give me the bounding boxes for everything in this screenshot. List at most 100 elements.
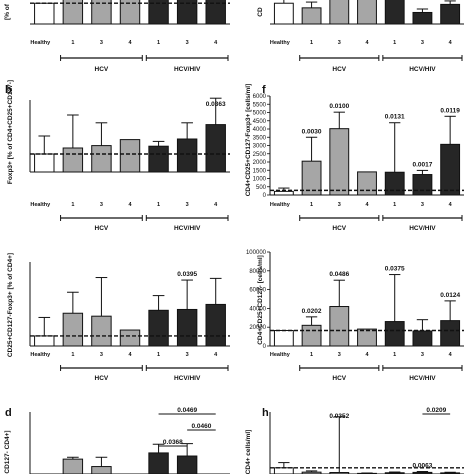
y-tick-label: 0 — [263, 193, 267, 199]
category-label: 1 — [157, 40, 160, 46]
y-axis-label: [% of — [4, 3, 11, 20]
bar — [119, 0, 141, 25]
chart-panel-0: [% of — [4, 0, 230, 25]
bar — [384, 171, 405, 196]
bar — [205, 124, 226, 173]
p-value-label: 0.0486 — [329, 271, 349, 278]
category-label: 4 — [128, 352, 132, 358]
bar — [357, 171, 377, 196]
chart-panel-6: 0.0469 0.0460 0.0368 CD127- CD4+] d — [4, 407, 230, 474]
bar — [412, 330, 433, 347]
category-label: 1 — [310, 40, 313, 46]
bar — [148, 0, 169, 25]
bar — [148, 452, 169, 474]
category-label: 4 — [449, 202, 453, 208]
category-label: 4 — [214, 352, 218, 358]
group-label: HCV — [332, 225, 346, 232]
category-label: 1 — [393, 40, 396, 46]
group-label: HCV — [332, 66, 346, 73]
bar — [176, 138, 198, 173]
bar — [357, 328, 377, 347]
y-axis-label: CD4+CD25+CD127-Foxp3+ [cells/ml] — [245, 84, 252, 197]
bar — [301, 7, 322, 25]
category-label: 4 — [214, 202, 218, 208]
category-label: 1 — [310, 352, 313, 358]
category-label: 4 — [449, 40, 453, 46]
chart-panel-2: 0.0363 Foxp3+ [% of CD4+CD25+CD127-]b — [5, 80, 230, 184]
category-axis-1: Healthy 1 3 4 1 3 4 HCV HCV/HIV — [270, 40, 463, 73]
group-label: HCV — [95, 66, 109, 73]
category-axis-3: Healthy 1 3 4 1 3 4 HCV HCV/HIV — [270, 202, 463, 232]
y-tick-label: 80000 — [249, 269, 266, 275]
bar — [273, 467, 294, 474]
category-label: 3 — [338, 40, 341, 46]
category-label: Healthy — [270, 40, 291, 46]
bar — [440, 3, 461, 25]
category-label: 3 — [100, 40, 103, 46]
category-label: 4 — [449, 352, 453, 358]
group-label: HCV/HIV — [409, 225, 436, 232]
p-value-label: 0.0030 — [302, 128, 322, 135]
bar — [412, 174, 433, 196]
category-label: 1 — [310, 202, 313, 208]
bar — [329, 0, 350, 25]
chart-panel-1: CD — [257, 0, 464, 25]
bar — [384, 321, 405, 347]
p-value-label: 0.0063 — [412, 463, 432, 470]
y-tick-label: 4000 — [253, 127, 267, 133]
category-label: 3 — [421, 40, 424, 46]
y-tick-label: 60000 — [249, 288, 266, 294]
group-label: HCV/HIV — [174, 375, 201, 382]
category-label: 3 — [338, 352, 341, 358]
category-label: Healthy — [30, 202, 51, 208]
y-tick-label: 100000 — [246, 250, 267, 256]
bracket-p-value: 0.0460 — [191, 423, 211, 430]
category-label: 3 — [186, 202, 189, 208]
category-axis-2: Healthy 1 3 4 1 3 4 HCV HCV/HIV — [30, 202, 229, 232]
category-label: 3 — [186, 40, 189, 46]
category-label: Healthy — [270, 352, 291, 358]
bracket-p-value: 0.0368 — [163, 439, 183, 446]
category-label: Healthy — [30, 40, 51, 46]
category-label: 3 — [338, 202, 341, 208]
bar — [119, 329, 141, 347]
y-axis-label: CD4+ cells/ml] — [245, 430, 252, 474]
p-value-label: 0.0375 — [385, 266, 405, 273]
y-tick-label: 5000 — [253, 111, 267, 117]
y-axis-label: Foxp3+ [% of CD4+CD25+CD127-] — [7, 80, 14, 184]
category-axis-4: Healthy 1 3 4 1 3 4 HCV HCV/HIV — [30, 352, 229, 382]
bar — [34, 335, 55, 347]
y-axis-label: CD25+CD127-Foxp3+ [% of CD4+] — [7, 253, 14, 357]
bracket-p-value: 0.0209 — [426, 407, 446, 414]
bracket-p-value: 0.0469 — [177, 407, 197, 414]
panel-label: h — [262, 407, 269, 419]
category-label: 1 — [71, 202, 74, 208]
chart-panel-5: 0 20000 40000 60000 80000 100000 0.0202 0.0486 0… — [246, 250, 464, 350]
category-label: 3 — [100, 352, 103, 358]
y-tick-label: 20000 — [249, 325, 266, 331]
bar — [62, 0, 84, 25]
y-tick-label: 3000 — [253, 144, 267, 150]
group-label: HCV/HIV — [174, 225, 201, 232]
p-value-label: 0.0363 — [206, 101, 226, 108]
group-label: HCV/HIV — [174, 66, 201, 73]
bar — [148, 145, 169, 173]
y-axis-label: CD — [257, 7, 264, 17]
bar — [34, 2, 55, 25]
y-tick-label: 4500 — [253, 119, 267, 125]
bar — [273, 2, 294, 25]
bar — [357, 0, 377, 25]
group-label: HCV — [95, 225, 109, 232]
y-tick-label: 40000 — [249, 306, 266, 312]
y-tick-label: 0 — [263, 344, 267, 350]
bar — [205, 0, 226, 25]
p-value-label: 0.0124 — [440, 292, 460, 299]
bar — [273, 190, 294, 196]
category-label: Healthy — [30, 352, 51, 358]
y-tick-label: 3500 — [253, 135, 267, 141]
group-label: HCV/HIV — [409, 375, 436, 382]
bar — [176, 455, 198, 474]
category-label: 4 — [365, 40, 369, 46]
bar — [62, 458, 84, 474]
